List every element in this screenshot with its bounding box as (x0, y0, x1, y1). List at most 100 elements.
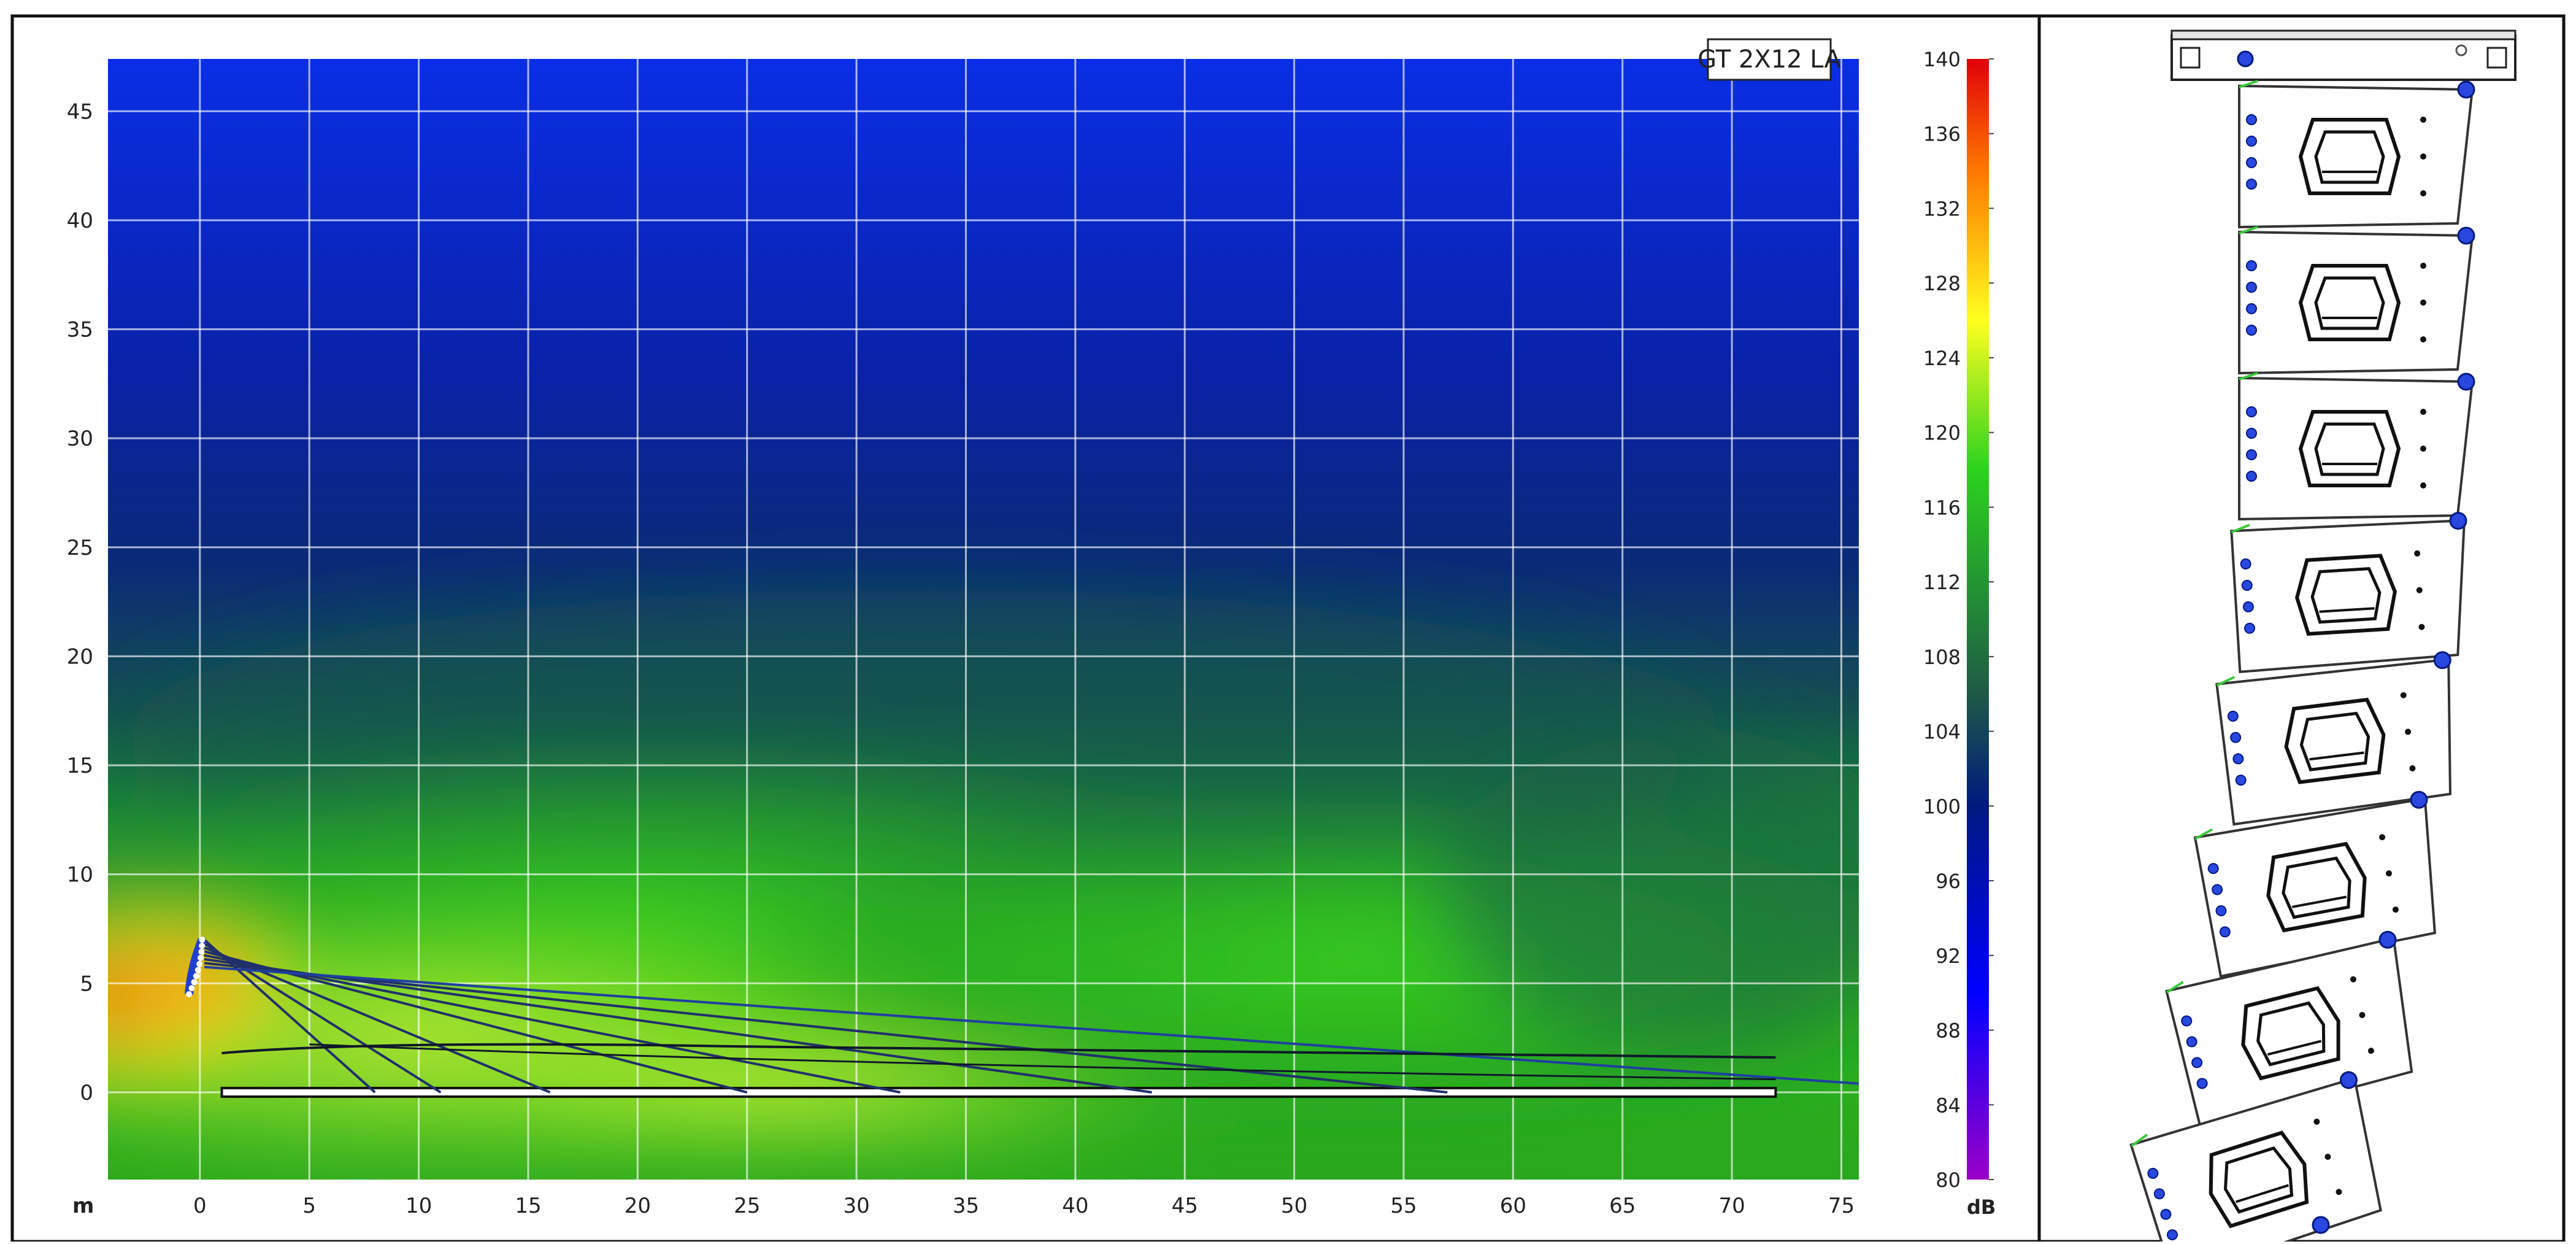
x-tick-label: 50 (1281, 1194, 1307, 1218)
rigging-hole (2324, 1153, 2331, 1160)
x-tick-label: 10 (406, 1194, 432, 1218)
rigging-pin (2215, 905, 2227, 916)
rigging-pin (2246, 179, 2257, 190)
rigging-slot (2180, 47, 2201, 69)
horn-outer (2284, 697, 2386, 784)
horn-outer (2241, 986, 2340, 1081)
rigging-pin (2246, 157, 2257, 168)
cabinet-body (2238, 230, 2474, 375)
rigging-pin (2230, 732, 2242, 743)
x-tick-label: 20 (625, 1194, 651, 1218)
link-green (2194, 828, 2213, 840)
listener-plane (220, 1086, 1777, 1098)
rigging-hole (2400, 692, 2407, 698)
y-tick-label: 35 (67, 318, 93, 342)
colorbar-tick-label: 92 (1936, 945, 1961, 968)
rigging-hole (2420, 299, 2426, 306)
rigging-hole (2350, 976, 2356, 983)
colorbar-ticks: 80 84 88 92 96 100 104 108 112 116 120 124 128 132 136… (1923, 48, 1994, 1192)
colorbar (1967, 59, 1989, 1180)
x-axis-unit: m (72, 1194, 94, 1218)
chart-title: GT 2X12 LA (1697, 45, 1841, 74)
horn-slot (2267, 1040, 2322, 1056)
rigging-point (2457, 80, 2475, 99)
rigging-hole (2420, 409, 2426, 415)
rigging-hole (2379, 834, 2386, 841)
colorbar-tick-label: 108 (1923, 646, 1961, 669)
rigging-hole (2313, 1118, 2320, 1125)
colorbar-tick-label: 128 (1923, 272, 1961, 295)
rigging-pin (2246, 406, 2257, 417)
colorbar-label: dB (1967, 1196, 1996, 1219)
x-tick-label: 30 (843, 1194, 869, 1218)
rigging-pin (2160, 1208, 2172, 1220)
x-tick-label: 0 (193, 1194, 207, 1218)
rigging-point (2457, 226, 2475, 245)
colorbar-tick-label: 88 (1936, 1019, 1961, 1043)
horn-slot (2291, 895, 2347, 908)
horn-outer (2298, 264, 2401, 341)
rigging-hole (2420, 482, 2426, 489)
cabinet-body (2238, 84, 2474, 229)
coverage-ray (204, 957, 1152, 1094)
rigging-hole (2392, 906, 2399, 913)
array-element (199, 943, 206, 949)
rigging-point (2457, 373, 2475, 391)
x-tick-label: 45 (1172, 1194, 1198, 1218)
rigging-pin (2240, 558, 2251, 570)
rigging-hole (2420, 446, 2426, 452)
link-green (2239, 372, 2258, 381)
y-tick-label: 20 (67, 644, 93, 669)
rigging-point (2455, 44, 2467, 56)
array-element (199, 937, 206, 943)
x-tick-label: 70 (1718, 1194, 1745, 1218)
colorbar-tick-label: 136 (1923, 123, 1961, 146)
cabinet-body (2193, 797, 2437, 978)
link-green (2239, 226, 2258, 234)
y-tick-label: 25 (67, 536, 93, 560)
rigging-pin (2246, 136, 2257, 147)
rigging-hole (2420, 190, 2426, 196)
array-element (198, 948, 205, 955)
horn-inner (2299, 711, 2370, 771)
rigging-hole (2416, 587, 2423, 593)
x-tick-label: 65 (1609, 1194, 1636, 1218)
rigging-pin (2196, 1078, 2208, 1089)
link-green (2131, 1134, 2148, 1147)
y-tick-label: 30 (67, 427, 93, 451)
x-tick-label: 55 (1390, 1194, 1417, 1218)
rigging-pin (2153, 1188, 2165, 1200)
rigging-hole (2414, 550, 2421, 557)
cabinet-body (2230, 519, 2466, 673)
colorbar-tick-label: 112 (1923, 571, 1961, 594)
rigging-pin (2246, 114, 2257, 125)
spl-heatmap (108, 59, 1859, 1180)
colorbar-tick-label: 96 (1936, 870, 1961, 893)
grid (108, 59, 1859, 1180)
colorbar-tick-label: 116 (1923, 496, 1961, 519)
array-element (191, 979, 198, 986)
x-tick-label: 75 (1828, 1194, 1855, 1218)
horn-inner (2224, 1146, 2294, 1214)
colorbar-tick-label: 124 (1923, 347, 1961, 370)
rays (203, 938, 1859, 1098)
cabinet-body (2238, 376, 2474, 521)
horn-inner (2256, 1001, 2326, 1067)
rigging-pin (2244, 622, 2256, 634)
rigging-pin (2219, 926, 2231, 938)
coverage-ray (204, 954, 901, 1094)
colorbar-tick-label: 100 (1923, 795, 1961, 818)
horn-slot (2235, 1184, 2290, 1203)
rigging-pin (2246, 428, 2257, 439)
horn-inner (2314, 422, 2385, 476)
x-tick-label: 15 (515, 1194, 541, 1218)
horn-outer (2295, 554, 2397, 636)
rigging-pin (2246, 303, 2257, 314)
array-element (196, 960, 203, 967)
rigging-point (2378, 930, 2397, 949)
rigging-pin (2246, 325, 2257, 336)
array-element (198, 954, 204, 961)
x-tick-label: 35 (953, 1194, 979, 1218)
cabinet-body (2215, 658, 2451, 826)
